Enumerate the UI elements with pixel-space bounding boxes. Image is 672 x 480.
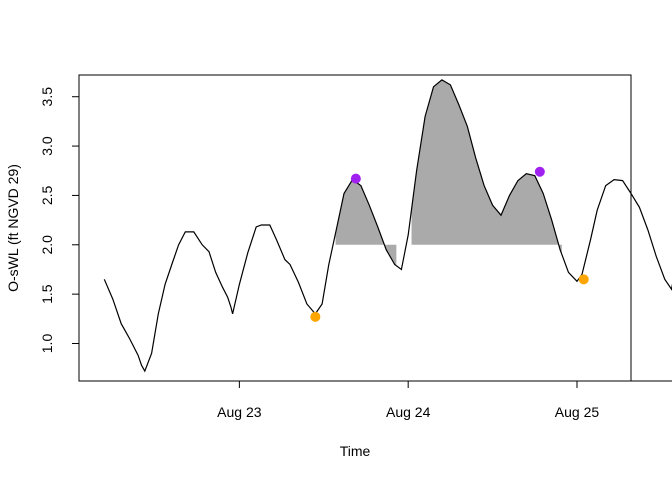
x-axis-title: Time (340, 443, 371, 459)
y-axis: 1.0 1.5 2.0 2.5 3.0 3.5 (39, 87, 80, 354)
trough-marker (310, 311, 321, 322)
y-tick-label: 1.5 (39, 284, 55, 304)
y-tick-label: 1.0 (39, 334, 55, 354)
x-tick-label: Aug 23 (217, 404, 262, 420)
shaded-regions (335, 79, 562, 266)
y-tick-label: 2.5 (39, 185, 55, 205)
shaded-region (335, 179, 397, 266)
y-tick-label: 3.0 (39, 136, 55, 156)
peak-marker (534, 166, 545, 177)
x-tick-label: Aug 24 (386, 404, 431, 420)
x-tick-label: Aug 25 (555, 404, 600, 420)
peak-marker (350, 173, 361, 184)
trough-marker (578, 274, 589, 285)
markers (310, 166, 589, 322)
y-axis-title: O-sWL (ft NGVD 29) (5, 164, 21, 292)
y-tick-label: 3.5 (39, 87, 55, 107)
y-tick-label: 2.0 (39, 235, 55, 255)
shaded-region (411, 79, 562, 255)
